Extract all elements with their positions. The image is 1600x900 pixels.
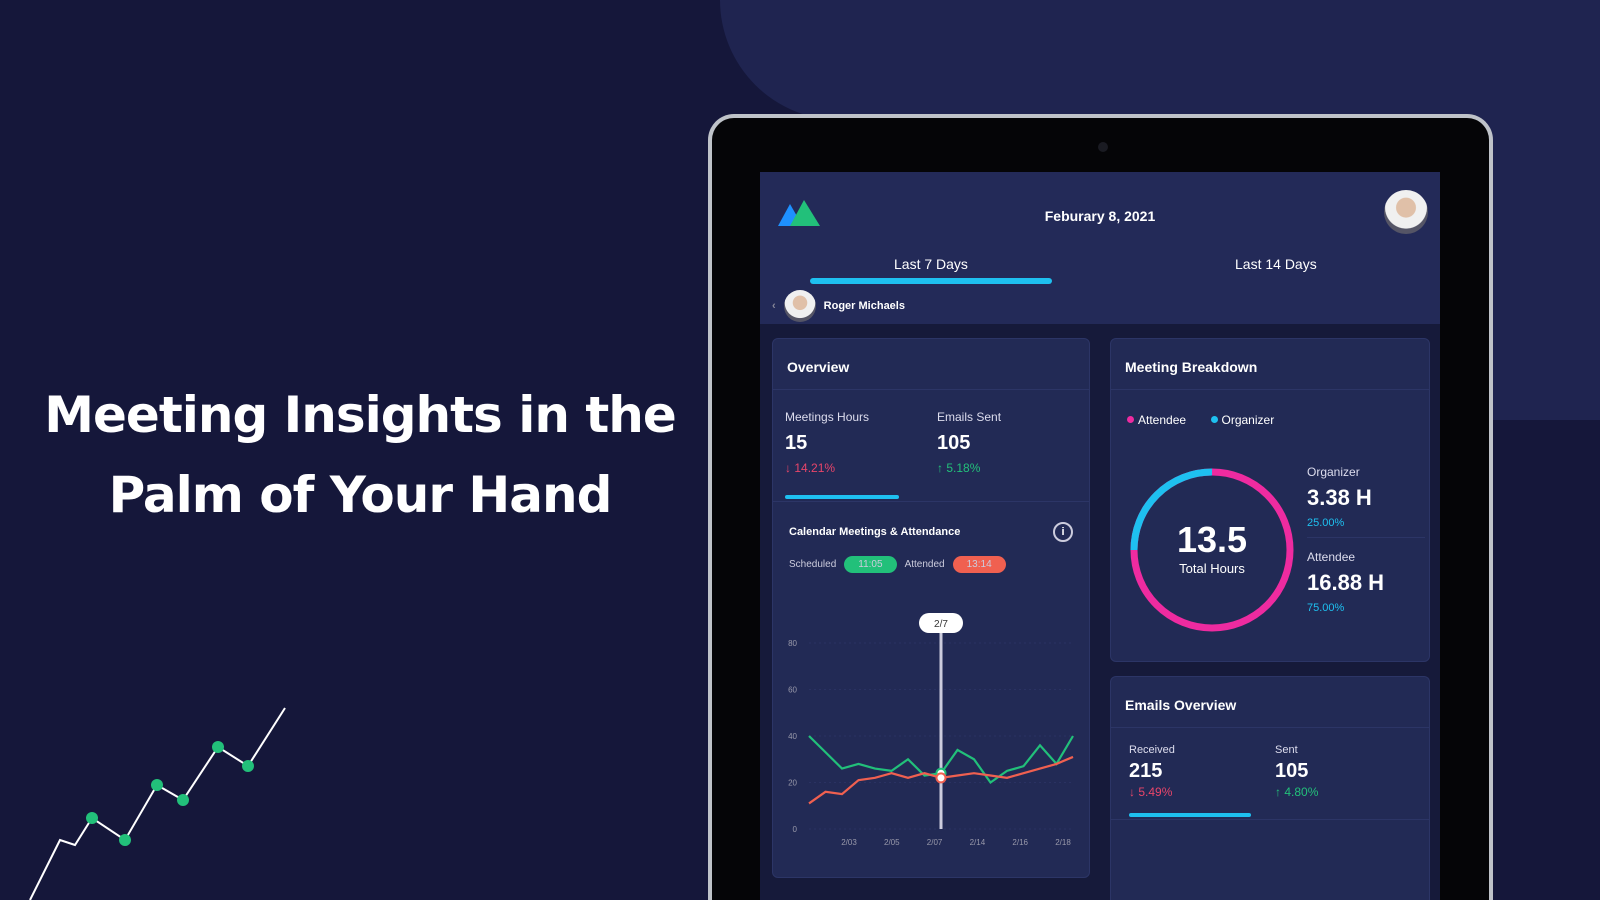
hours-donut	[1130, 468, 1294, 632]
info-icon[interactable]: i	[1053, 522, 1073, 542]
stat-label: Received	[1129, 744, 1175, 756]
stat-change: ↑ 4.80%	[1275, 785, 1319, 799]
legend-attendee: Attendee	[1127, 413, 1186, 427]
organizer-hours: 3.38 H	[1307, 485, 1372, 510]
stat-label: Emails Sent	[937, 410, 1002, 424]
attendee-pct: 75.00%	[1307, 602, 1345, 614]
y-tick-label: 20	[788, 779, 797, 788]
stat-change: ↑ 5.18%	[937, 461, 981, 475]
organizer-label: Organizer	[1307, 465, 1360, 479]
y-tick-label: 60	[788, 686, 797, 695]
organizer-arc	[1130, 468, 1294, 632]
stat-value: 15	[785, 432, 808, 454]
organizer-pct: 25.00%	[1307, 517, 1345, 529]
total-hours-value: 13.5	[1176, 519, 1248, 560]
stat-indicator	[1129, 813, 1251, 817]
data-point	[935, 772, 947, 784]
chart-title: Calendar Meetings & Attendance	[789, 526, 961, 538]
user-name: Roger Michaels	[823, 300, 905, 312]
breakdown-title: Meeting Breakdown	[1111, 339, 1429, 390]
app-logo-icon	[778, 200, 820, 226]
tab-last-14-days[interactable]: Last 14 Days	[1235, 256, 1317, 272]
x-tick-label: 2/14	[970, 838, 986, 847]
total-hours-label: Total Hours	[1179, 561, 1245, 576]
headline: Meeting Insights in the Palm of Your Hand	[44, 386, 677, 524]
stat-indicator	[785, 495, 899, 499]
y-tick-label: 80	[788, 639, 797, 648]
x-tick-label: 2/03	[841, 838, 857, 847]
tab-last-7-days[interactable]: Last 7 Days	[894, 256, 968, 272]
stat-sent: Sent 105 ↑ 4.80%	[1275, 744, 1318, 799]
stat-label: Meetings Hours	[785, 410, 870, 424]
stat-change: ↓ 14.21%	[785, 461, 836, 475]
attended-badge: 13:14	[952, 556, 1006, 573]
app-header: Feburary 8, 2021 Last 7 Days Last 14 Day…	[760, 172, 1440, 324]
chevron-left-icon[interactable]: ‹	[772, 300, 776, 312]
attendee-label: Attendee	[1307, 550, 1356, 564]
user-avatar	[783, 290, 816, 322]
camera	[1098, 142, 1108, 152]
overview-title: Overview	[773, 339, 1089, 390]
tooltip-label: 2/7	[934, 619, 948, 630]
stat-value: 105	[1275, 760, 1309, 782]
date-label: Feburary 8, 2021	[1044, 208, 1156, 224]
scheduled-badge: 11:05	[844, 556, 897, 573]
x-tick-label: 2/18	[1055, 838, 1071, 847]
app-screen: Feburary 8, 2021 Last 7 Days Last 14 Day…	[760, 172, 1440, 900]
profile-avatar[interactable]	[1384, 190, 1428, 234]
decorative-sparkline	[29, 707, 286, 900]
x-tick-label: 2/07	[927, 838, 943, 847]
attendance-chart[interactable]: 0 20 40 60 80 2/03 2/05 2/07 2/14 2/16 2/18 2/7	[773, 609, 1089, 869]
active-tab-indicator	[810, 278, 1052, 284]
tooltip-badge	[919, 613, 963, 633]
overview-card: Overview Meetings Hours 15 ↓ 14.21% Emai…	[772, 338, 1090, 878]
stat-label: Sent	[1275, 744, 1298, 756]
attended-label: Attended	[904, 559, 945, 570]
stat-emails-sent: Emails Sent 105 ↑ 5.18%	[937, 410, 1001, 475]
stat-change: ↓ 5.49%	[1129, 785, 1173, 799]
legend-organizer: Organizer	[1210, 413, 1274, 427]
scheduled-label: Scheduled	[789, 559, 837, 570]
x-tick-label: 2/16	[1012, 838, 1028, 847]
user-selector[interactable]: ‹ Roger Michaels	[772, 290, 905, 322]
attendee-hours: 16.88 H	[1307, 570, 1385, 595]
stat-received: Received 215 ↓ 5.49%	[1129, 744, 1275, 799]
stat-meeting-hours: Meetings Hours 15 ↓ 14.21%	[785, 410, 937, 475]
x-tick-label: 2/05	[884, 838, 900, 847]
meeting-breakdown-card: Meeting Breakdown Attendee Organizer 13.…	[1110, 338, 1430, 662]
y-tick-label: 40	[788, 732, 797, 741]
emails-title: Emails Overview	[1111, 677, 1429, 728]
emails-overview-card: Emails Overview Received 215 ↓ 5.49% Sen…	[1110, 676, 1430, 900]
stat-value: 105	[937, 432, 971, 454]
stat-value: 215	[1129, 760, 1163, 782]
y-tick-label: 0	[793, 825, 798, 834]
